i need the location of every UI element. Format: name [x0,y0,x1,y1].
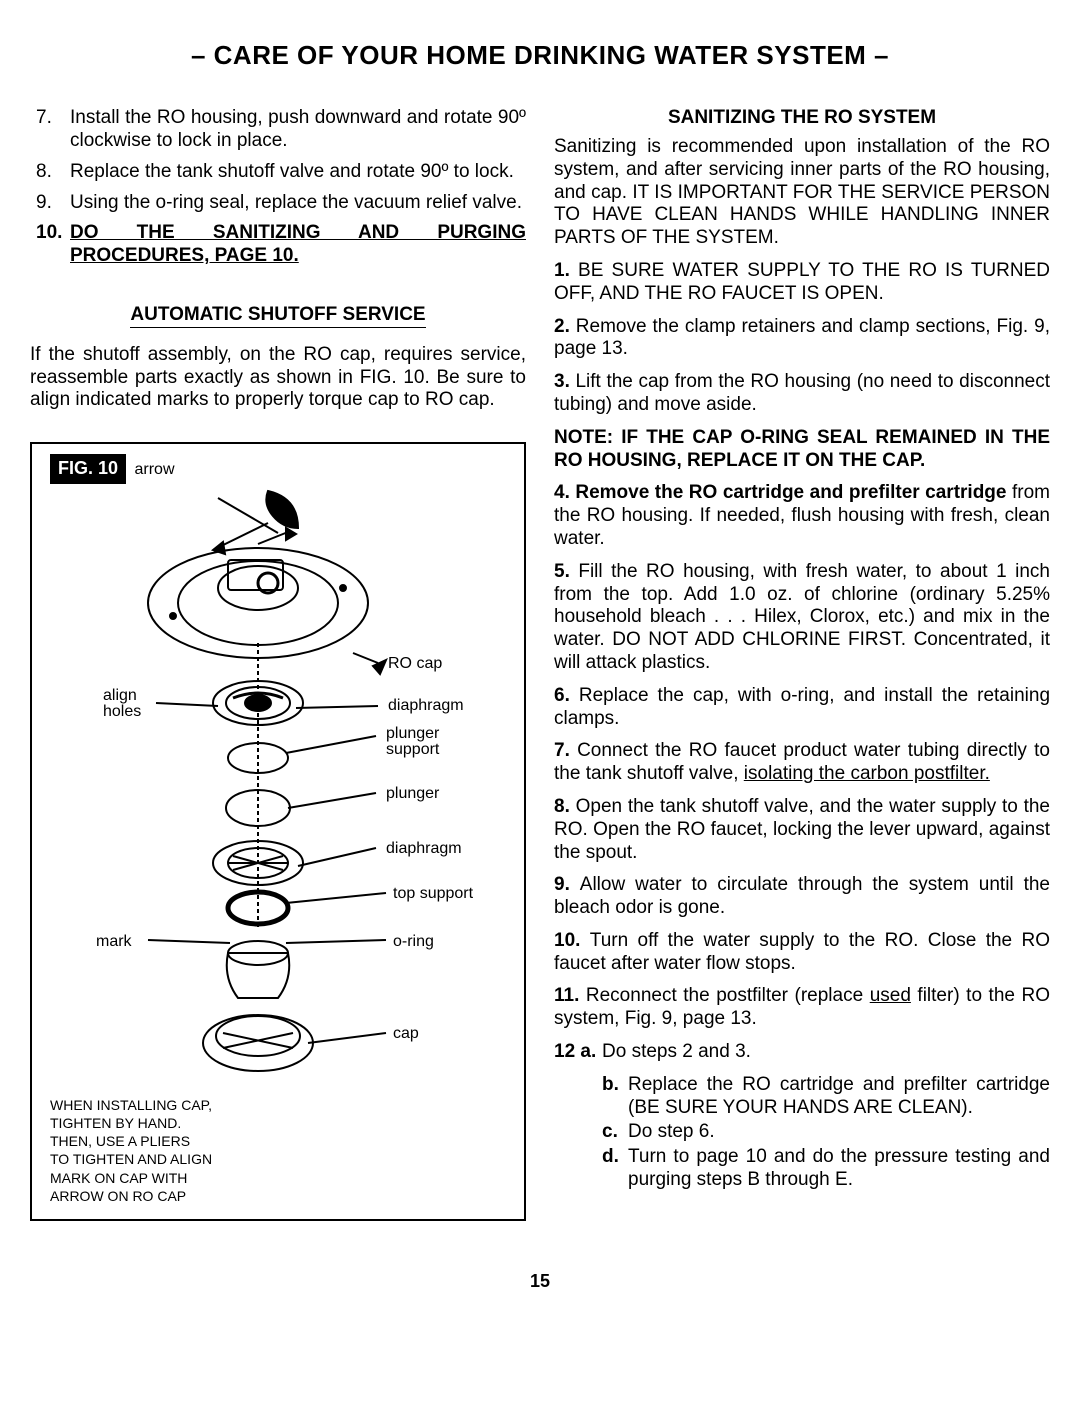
sanitize-steps-group-1: 1. BE SURE WATER SUPPLY TO THE RO IS TUR… [554,260,1050,417]
subitem-letter: c. [602,1121,628,1144]
figure-diagram: RO cap diaphragm plunger support plunger… [68,488,488,1088]
sanitize-step: 10. Turn off the water supply to the RO.… [554,930,1050,976]
auto-shutoff-header: AUTOMATIC SHUTOFF SERVICE [130,304,425,328]
sanitize-step: 6. Replace the cap, with o-ring, and ins… [554,685,1050,731]
step-number: 9. [554,874,580,895]
left-column: 7.Install the RO housing, push downward … [30,107,526,1221]
label-plunger-support-2: support [386,741,440,758]
figure-arrow-label: arrow [134,461,174,478]
step-text: Using the o-ring seal, replace the vacuu… [70,192,526,215]
subitem-text: Replace the RO cartridge and prefilter c… [628,1074,1050,1120]
step-number: 1. [554,260,578,281]
left-step: 9.Using the o-ring seal, replace the vac… [30,192,526,215]
sanitizing-header: SANITIZING THE RO SYSTEM [668,107,936,128]
label-mark: mark [96,933,133,950]
sanitize-step: 7. Connect the RO faucet product water t… [554,740,1050,786]
step-number: 11. [554,985,586,1006]
step-12a-text: Do steps 2 and 3. [602,1041,1050,1064]
sanitize-step: 5. Fill the RO housing, with fresh water… [554,561,1050,675]
label-ro-cap: RO cap [388,655,442,672]
right-column: SANITIZING THE RO SYSTEM Sanitizing is r… [554,107,1050,1221]
label-align-1: align [103,687,137,704]
step-number: 7. [554,740,577,761]
sanitize-step: 1. BE SURE WATER SUPPLY TO THE RO IS TUR… [554,260,1050,306]
label-diaphragm-2: diaphragm [386,840,462,857]
sanitize-step: 4. Remove the RO cartridge and prefilter… [554,482,1050,550]
sanitize-step: 11. Reconnect the postfilter (replace us… [554,985,1050,1031]
left-step: 7.Install the RO housing, push downward … [30,107,526,153]
step-number: 2. [554,316,576,337]
figure-label: FIG. 10 [50,454,126,484]
subitem-text: Turn to page 10 and do the pressure test… [628,1146,1050,1192]
page-number: 15 [30,1271,1050,1293]
subitem-letter: b. [602,1074,628,1120]
step-text: Replace the tank shutoff valve and rotat… [70,161,526,184]
step-12-sublist: b.Replace the RO cartridge and prefilter… [602,1074,1050,1192]
sanitizing-intro: Sanitizing is recommended upon installat… [554,136,1050,250]
page-title: – CARE OF YOUR HOME DRINKING WATER SYSTE… [30,40,1050,71]
label-align-2: holes [103,703,141,720]
sanitize-steps-group-2: 4. Remove the RO cartridge and prefilter… [554,482,1050,1031]
step-number: 4. [554,482,575,503]
sanitize-step: 2. Remove the clamp retainers and clamp … [554,316,1050,362]
step-number: 9. [30,192,70,215]
label-plunger-support-1: plunger [386,725,440,742]
step-12: 12 a. Do steps 2 and 3. [554,1041,1050,1064]
label-top-support: top support [393,885,474,902]
step-number: 5. [554,561,578,582]
subitem-text: Do step 6. [628,1121,1050,1144]
step-12-subitem: d.Turn to page 10 and do the pressure te… [602,1146,1050,1192]
step-12-subitem: c.Do step 6. [602,1121,1050,1144]
subitem-letter: d. [602,1146,628,1192]
left-step: 8.Replace the tank shutoff valve and rot… [30,161,526,184]
figure-10-box: FIG. 10 arrow [30,442,526,1221]
step-number: 8. [554,796,576,817]
step-number: 10. [30,222,70,268]
label-o-ring: o-ring [393,933,434,950]
cap-oring-note: NOTE: IF THE CAP O-RING SEAL REMAINED IN… [554,427,1050,473]
figure-note: WHEN INSTALLING CAP,TIGHTEN BY HAND.THEN… [50,1096,506,1205]
sanitize-step: 9. Allow water to circulate through the … [554,874,1050,920]
step-text: Install the RO housing, push downward an… [70,107,526,153]
left-step: 10.DO THE SANITIZING AND PURGING PROCEDU… [30,222,526,268]
two-column-layout: 7.Install the RO housing, push downward … [30,107,1050,1221]
step-number: 6. [554,685,579,706]
label-plunger: plunger [386,785,440,802]
step-text: DO THE SANITIZING AND PURGING PROCEDURES… [70,222,526,268]
auto-shutoff-body: If the shutoff assembly, on the RO cap, … [30,344,526,412]
section-header-wrap: AUTOMATIC SHUTOFF SERVICE [30,286,526,336]
step-number: 3. [554,371,575,392]
left-steps-list: 7.Install the RO housing, push downward … [30,107,526,268]
step-12-number: 12 a. [554,1041,602,1064]
step-number: 7. [30,107,70,153]
sanitize-step: 8. Open the tank shutoff valve, and the … [554,796,1050,864]
step-number: 8. [30,161,70,184]
step-12-subitem: b.Replace the RO cartridge and prefilter… [602,1074,1050,1120]
label-diaphragm-1: diaphragm [388,697,464,714]
step-number: 10. [554,930,590,951]
sanitize-step: 3. Lift the cap from the RO housing (no … [554,371,1050,417]
label-cap: cap [393,1025,419,1042]
